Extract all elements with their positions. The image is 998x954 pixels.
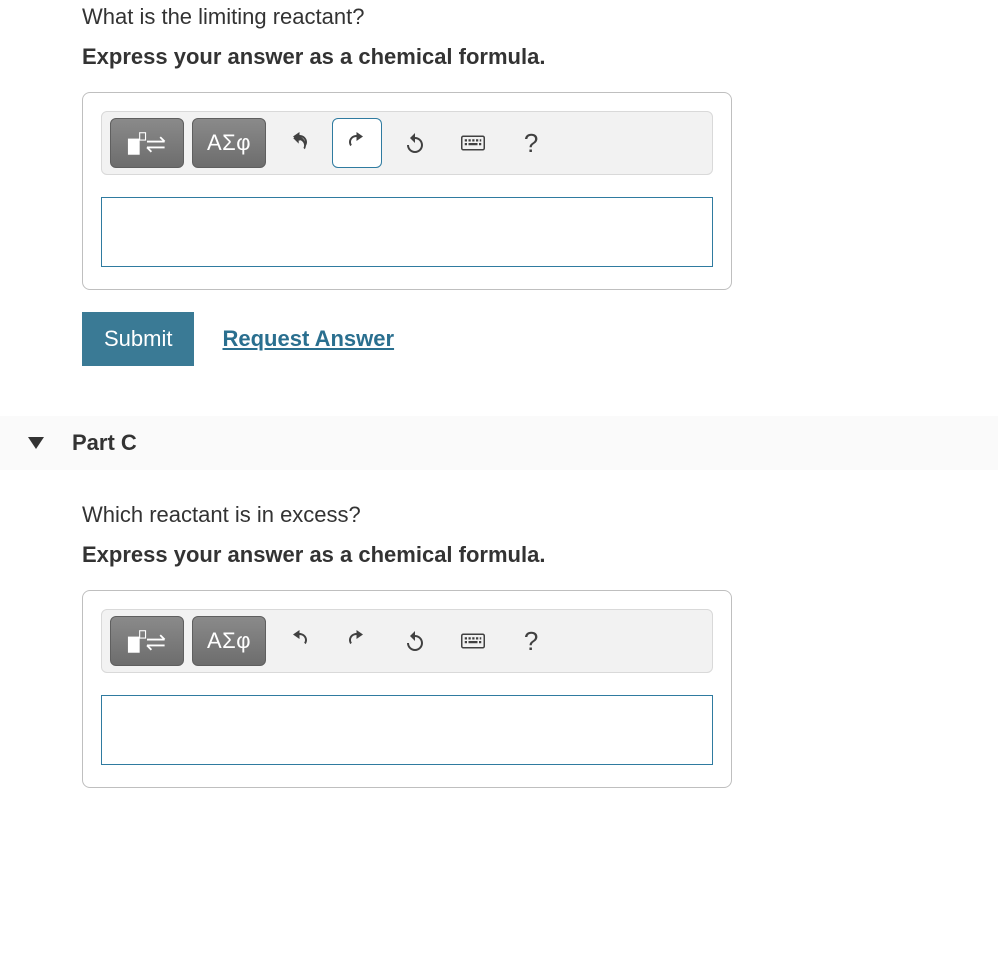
undo-icon <box>287 629 311 653</box>
chem-template-button[interactable] <box>110 616 184 666</box>
reset-icon <box>403 629 427 653</box>
undo-icon <box>287 131 311 155</box>
instruction-text: Express your answer as a chemical formul… <box>82 44 998 70</box>
reset-button[interactable] <box>390 118 440 168</box>
answer-input[interactable] <box>101 695 713 765</box>
keyboard-icon <box>461 131 485 155</box>
greek-symbols-button[interactable]: ΑΣφ <box>192 118 266 168</box>
greek-symbols-button[interactable]: ΑΣφ <box>192 616 266 666</box>
undo-button[interactable] <box>274 616 324 666</box>
answer-panel: ΑΣφ <box>82 590 732 788</box>
help-button[interactable]: ? <box>506 118 556 168</box>
greek-label: ΑΣφ <box>207 628 251 654</box>
formula-toolbar: ΑΣφ <box>101 111 713 175</box>
keyboard-icon <box>461 629 485 653</box>
chevron-down-icon <box>28 437 44 449</box>
question-text: What is the limiting reactant? <box>82 4 998 30</box>
keyboard-button[interactable] <box>448 616 498 666</box>
formula-toolbar: ΑΣφ <box>101 609 713 673</box>
redo-button[interactable] <box>332 616 382 666</box>
action-row: Submit Request Answer <box>82 312 998 366</box>
part-c-section: Which reactant is in excess? Express you… <box>0 498 998 788</box>
request-answer-link[interactable]: Request Answer <box>222 326 394 352</box>
equilibrium-icon <box>125 626 169 656</box>
instruction-text: Express your answer as a chemical formul… <box>82 542 998 568</box>
part-label: Part C <box>72 430 137 456</box>
redo-icon <box>345 131 369 155</box>
reset-icon <box>403 131 427 155</box>
redo-button[interactable] <box>332 118 382 168</box>
part-c-header[interactable]: Part C <box>0 416 998 470</box>
redo-icon <box>345 629 369 653</box>
submit-button[interactable]: Submit <box>82 312 194 366</box>
equilibrium-icon <box>125 128 169 158</box>
question-text: Which reactant is in excess? <box>82 502 998 528</box>
undo-button[interactable] <box>274 118 324 168</box>
help-button[interactable]: ? <box>506 616 556 666</box>
part-b-section: What is the limiting reactant? Express y… <box>0 0 998 366</box>
keyboard-button[interactable] <box>448 118 498 168</box>
help-label: ? <box>524 626 538 657</box>
chem-template-button[interactable] <box>110 118 184 168</box>
answer-input[interactable] <box>101 197 713 267</box>
reset-button[interactable] <box>390 616 440 666</box>
help-label: ? <box>524 128 538 159</box>
answer-panel: ΑΣφ <box>82 92 732 290</box>
greek-label: ΑΣφ <box>207 130 251 156</box>
